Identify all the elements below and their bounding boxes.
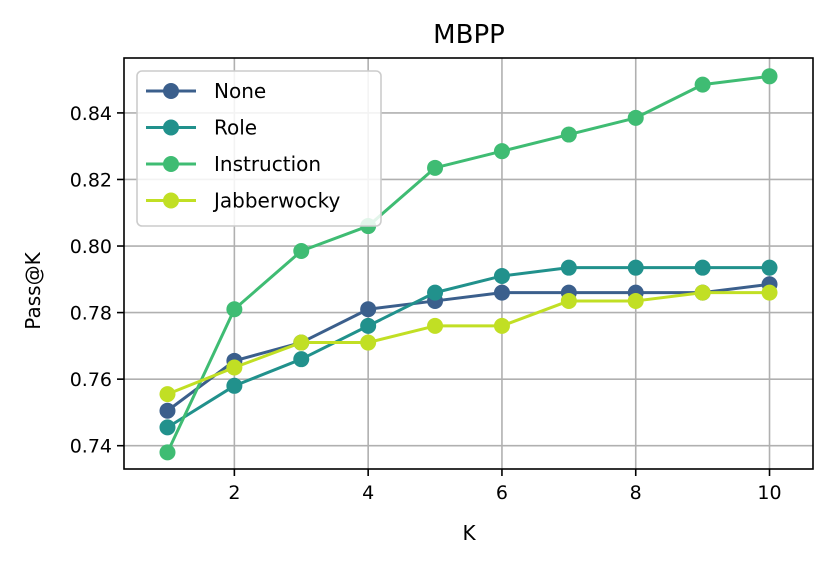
- y-tick-label: 0.78: [70, 303, 112, 325]
- legend-marker-none: [163, 83, 179, 99]
- legend-marker-role: [163, 119, 179, 136]
- series-layer: [159, 68, 778, 461]
- x-tick-label: 6: [496, 482, 508, 504]
- legend-label-instruction: Instruction: [214, 152, 321, 176]
- legend-label-none: None: [214, 79, 266, 103]
- legend-marker-instruction: [163, 156, 179, 172]
- chart-title: MBPP: [433, 20, 505, 50]
- data-point-jabberwocky: [293, 334, 310, 351]
- data-point-none: [159, 402, 176, 419]
- data-point-role: [159, 419, 176, 436]
- data-point-instruction: [159, 444, 176, 461]
- legend: None Role Instruction Jabberwocky: [136, 70, 382, 227]
- data-point-instruction: [560, 126, 577, 143]
- data-point-jabberwocky: [627, 292, 644, 309]
- data-point-instruction: [226, 301, 243, 318]
- y-tick-label: 0.84: [70, 103, 112, 125]
- legend-label-role: Role: [214, 116, 257, 140]
- data-point-jabberwocky: [694, 284, 711, 301]
- data-point-jabberwocky: [159, 386, 176, 403]
- data-point-instruction: [627, 109, 644, 126]
- data-point-role: [427, 284, 444, 301]
- data-point-role: [226, 377, 243, 394]
- data-point-role: [493, 267, 510, 284]
- y-tick-label: 0.80: [70, 236, 112, 258]
- x-tick-label: 10: [757, 482, 781, 504]
- plot-frame: [123, 57, 814, 470]
- x-tick-label: 4: [362, 482, 374, 504]
- series-line-role: [166, 266, 770, 429]
- data-point-instruction: [694, 76, 711, 93]
- data-point-jabberwocky: [427, 317, 444, 334]
- data-point-instruction: [293, 243, 310, 260]
- data-point-jabberwocky: [360, 334, 377, 351]
- x-axis-label: K: [462, 521, 476, 545]
- data-point-instruction: [493, 143, 510, 160]
- data-point-role: [627, 259, 644, 276]
- y-tick-label: 0.76: [70, 369, 112, 391]
- data-point-none: [360, 301, 377, 318]
- data-point-jabberwocky: [560, 292, 577, 309]
- data-point-role: [694, 259, 711, 276]
- y-tick-label: 0.74: [70, 436, 112, 458]
- y-axis-ticks: 0.74 0.76 0.78 0.80 0.82 0.84: [70, 103, 124, 458]
- series-line-none: [166, 282, 770, 412]
- legend-label-jabberwocky: Jabberwocky: [212, 189, 341, 213]
- data-point-role: [360, 317, 377, 334]
- x-axis-ticks: 2 4 6 8 10: [228, 469, 782, 504]
- data-point-none: [493, 284, 510, 301]
- legend-marker-jabberwocky: [163, 192, 179, 209]
- legend-box: [136, 70, 382, 227]
- y-tick-label: 0.82: [70, 169, 112, 191]
- data-point-jabberwocky: [493, 317, 510, 334]
- data-point-role: [560, 259, 577, 276]
- x-tick-label: 2: [228, 482, 240, 504]
- data-point-instruction: [761, 68, 778, 85]
- y-axis-label: Pass@K: [21, 251, 45, 329]
- data-point-jabberwocky: [761, 284, 778, 301]
- data-point-instruction: [427, 159, 444, 176]
- data-point-jabberwocky: [226, 359, 243, 376]
- data-point-role: [293, 351, 310, 368]
- x-tick-label: 8: [630, 482, 642, 504]
- data-point-role: [761, 259, 778, 276]
- series-line-jabberwocky: [166, 291, 770, 396]
- series-line-instruction: [166, 74, 770, 453]
